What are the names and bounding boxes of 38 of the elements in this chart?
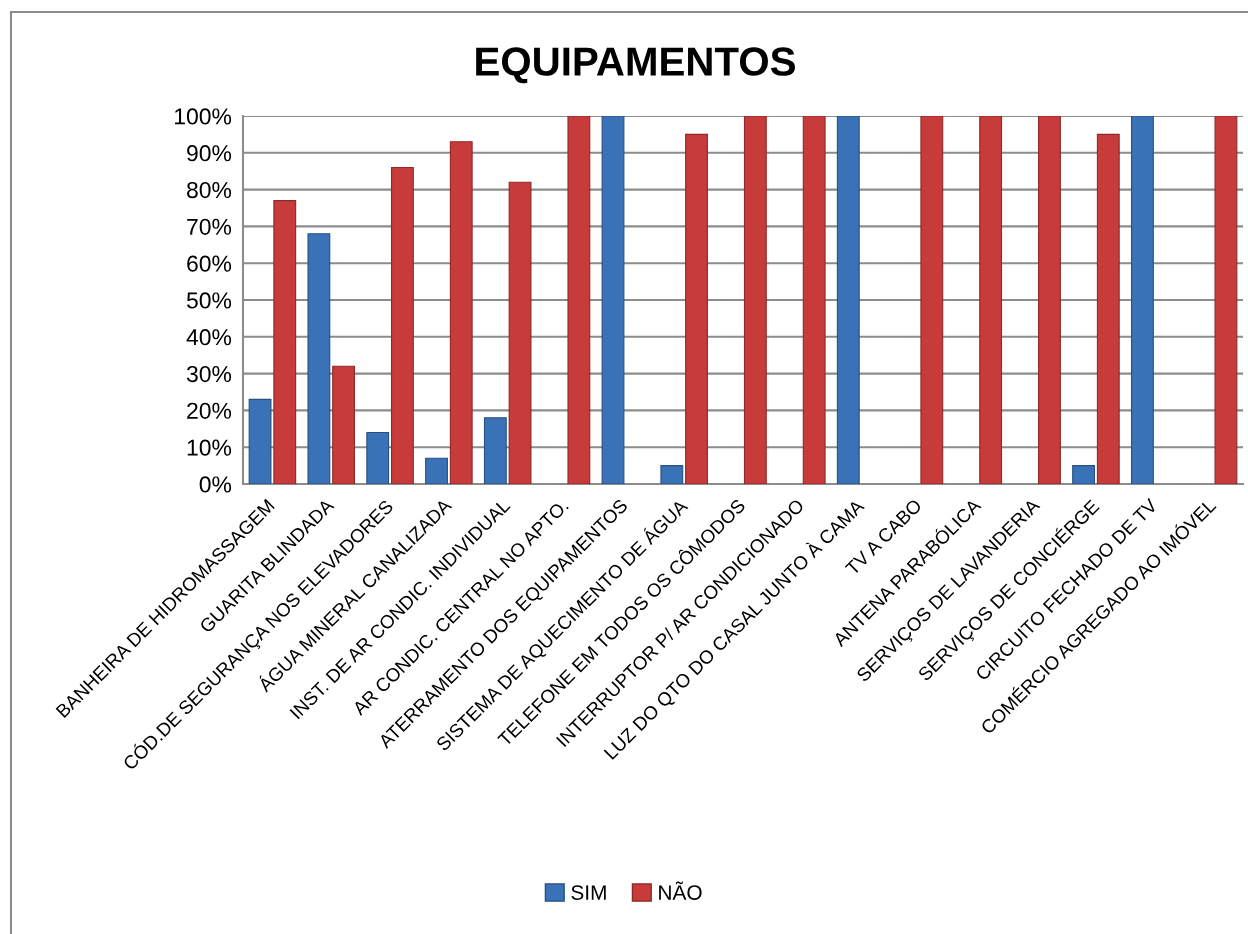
bar bbox=[1130, 116, 1154, 484]
legend-label: SIM bbox=[571, 885, 606, 900]
bar bbox=[802, 116, 826, 484]
bar bbox=[248, 398, 272, 484]
y-tick-label: 40% bbox=[186, 329, 232, 346]
chart-title: EQUIPAMENTOS bbox=[476, 47, 795, 84]
bar bbox=[483, 417, 507, 484]
bar bbox=[567, 116, 591, 484]
bar bbox=[601, 116, 625, 484]
bar bbox=[449, 141, 473, 484]
bar bbox=[332, 365, 356, 484]
bar bbox=[307, 233, 331, 484]
bar bbox=[743, 116, 767, 484]
legend-label: NÃO bbox=[659, 881, 702, 900]
y-tick-label: 30% bbox=[186, 365, 232, 383]
bar bbox=[836, 116, 860, 484]
y-tick-label: 20% bbox=[187, 402, 232, 419]
bar bbox=[1214, 116, 1238, 484]
y-tick-label: 10% bbox=[187, 439, 232, 456]
bar bbox=[979, 116, 1003, 484]
bar bbox=[920, 116, 944, 484]
bar bbox=[1096, 133, 1120, 484]
y-tick-label: 0% bbox=[199, 476, 232, 493]
bar bbox=[1038, 116, 1061, 484]
bar bbox=[660, 465, 684, 484]
bar bbox=[1072, 465, 1096, 484]
y-tick-label: 80% bbox=[187, 181, 232, 199]
y-tick-label: 90% bbox=[187, 145, 232, 162]
bar bbox=[425, 457, 448, 484]
bar bbox=[366, 431, 390, 484]
y-tick-label: 100% bbox=[175, 108, 232, 125]
bar bbox=[508, 181, 532, 484]
y-tick-label: 70% bbox=[187, 218, 232, 235]
bar bbox=[273, 200, 297, 484]
y-tick-label: 60% bbox=[187, 255, 232, 272]
y-tick-label: 50% bbox=[186, 292, 232, 309]
bar bbox=[685, 133, 708, 484]
bar bbox=[390, 166, 414, 484]
